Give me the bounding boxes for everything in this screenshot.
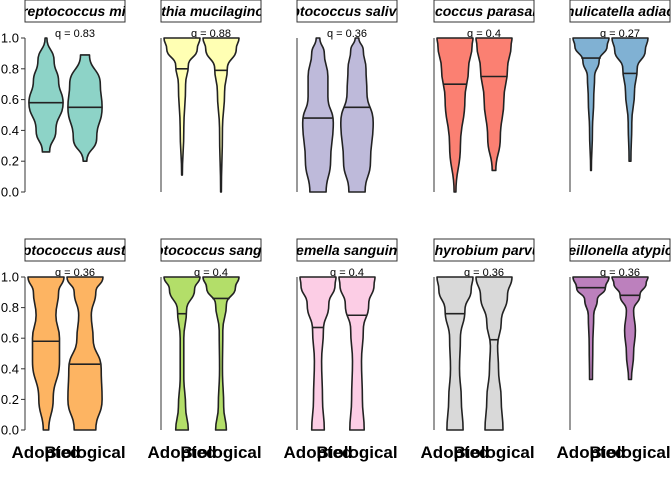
violin-adopted xyxy=(299,276,337,431)
violin-adopted xyxy=(436,276,474,431)
y-tick-label: 0.4 xyxy=(1,361,19,376)
y-tick-label: 0.6 xyxy=(1,331,19,346)
violin-adopted xyxy=(572,37,610,172)
x-tick-label-adopted: Adopted xyxy=(148,443,217,462)
violin-biological xyxy=(202,276,240,431)
x-tick-label-biological: Biological xyxy=(180,443,261,462)
y-tick-label: 0.8 xyxy=(1,300,19,315)
facet-strip-label: Streptococcus parasanguinis xyxy=(386,3,582,19)
violin-biological xyxy=(475,37,513,172)
facet-strip-label: Gemella sanguinis xyxy=(285,242,409,258)
x-tick-label-biological: Biological xyxy=(44,443,125,462)
facet-strip-label: Streptococcus salivarius xyxy=(264,3,430,19)
facet-panel: Porphyrobium parvulum q = 0.36 AdoptedBiol… xyxy=(403,238,566,462)
y-tick-label: 0.2 xyxy=(1,154,19,169)
facet-panel: Streptococcus mitis 0.0 0.2 0.4 0.6 0.8 1.0 q =… xyxy=(1,0,142,200)
violin-adopted xyxy=(436,37,474,193)
facet-panel: Streptococcus sanguinis q = 0.4 AdoptedBio… xyxy=(128,238,295,462)
facet-strip xyxy=(160,238,262,262)
x-tick-label-adopted: Adopted xyxy=(421,443,490,462)
violin-biological xyxy=(611,37,649,162)
q-value-label: q = 0.27 xyxy=(600,28,640,40)
facet-strip xyxy=(296,238,398,262)
facet-panel: Granulicatella adiacens q = 0.27 xyxy=(542,0,672,192)
facet-panel: Streptococcus australis 0.0 0.2 0.4 0.6 0.8 1.… xyxy=(0,238,155,462)
facet-strip xyxy=(160,0,262,23)
x-tick-label-adopted: Adopted xyxy=(284,443,353,462)
facet-panel: Streptococcus salivarius q = 0.36 xyxy=(264,0,430,193)
y-tick-label: 1.0 xyxy=(1,31,19,46)
y-tick-label: 1.0 xyxy=(1,270,19,285)
violin-adopted xyxy=(301,37,335,193)
x-tick-label-adopted: Adopted xyxy=(12,443,81,462)
violin-adopted xyxy=(28,37,64,153)
q-value-label: q = 0.88 xyxy=(191,28,231,40)
facet-strip-label: Veillonella atypica xyxy=(560,242,672,258)
facet-strip-label: Streptococcus sanguinis xyxy=(128,242,295,258)
facet-panel: Gemella sanguinis q = 0.4 AdoptedBiologica… xyxy=(284,238,409,462)
q-value-label: q = 0.4 xyxy=(330,267,364,279)
violin-biological xyxy=(338,276,376,431)
facet-strip xyxy=(24,0,126,23)
q-value-label: q = 0.36 xyxy=(600,267,640,279)
violin-biological xyxy=(611,276,649,381)
violin-biological xyxy=(202,37,240,193)
facet-strip-label: Porphyrobium parvulum xyxy=(403,242,566,258)
q-value-label: q = 0.36 xyxy=(55,267,95,279)
x-tick-label-biological: Biological xyxy=(453,443,534,462)
facet-strip xyxy=(569,0,671,23)
facet-strip xyxy=(433,0,535,23)
violin-adopted xyxy=(163,276,201,431)
violin-adopted xyxy=(27,276,65,431)
q-value-label: q = 0.83 xyxy=(55,28,95,40)
y-tick-label: 0.6 xyxy=(1,92,19,107)
x-tick-label-biological: Biological xyxy=(589,443,670,462)
facet-strip xyxy=(569,238,671,262)
x-tick-label-biological: Biological xyxy=(316,443,397,462)
q-value-label: q = 0.36 xyxy=(464,267,504,279)
q-value-label: q = 0.4 xyxy=(194,267,228,279)
facet-strip xyxy=(24,238,126,262)
violin-adopted xyxy=(572,276,610,381)
y-tick-label: 0.2 xyxy=(1,392,19,407)
y-tick-label: 0.8 xyxy=(1,61,19,76)
facet-panel: Streptococcus parasanguinis q = 0.4 xyxy=(386,0,582,193)
violin-biological xyxy=(475,276,513,431)
y-tick-label: 0.4 xyxy=(1,123,19,138)
violin-adopted xyxy=(163,37,201,176)
facet-strip xyxy=(433,238,535,262)
facet-strip-label: Rothia mucilaginosa xyxy=(143,3,280,19)
violin-biological xyxy=(66,276,104,431)
y-tick-label: 0.0 xyxy=(1,185,19,200)
facet-panel: Rothia mucilaginosa q = 0.88 xyxy=(143,0,280,193)
facet-strip-label: Streptococcus mitis xyxy=(8,3,142,19)
facet-strip-label: Granulicatella adiacens xyxy=(542,3,672,19)
facet-strip xyxy=(296,0,398,23)
q-value-label: q = 0.36 xyxy=(327,28,367,40)
q-value-label: q = 0.4 xyxy=(467,28,501,40)
x-tick-label-adopted: Adopted xyxy=(557,443,626,462)
facet-panel: Veillonella atypica q = 0.36 AdoptedBiolog… xyxy=(557,238,672,462)
facet-strip-label: Streptococcus australis xyxy=(0,242,155,258)
violin-biological xyxy=(340,37,374,193)
y-tick-label: 0.0 xyxy=(1,423,19,438)
